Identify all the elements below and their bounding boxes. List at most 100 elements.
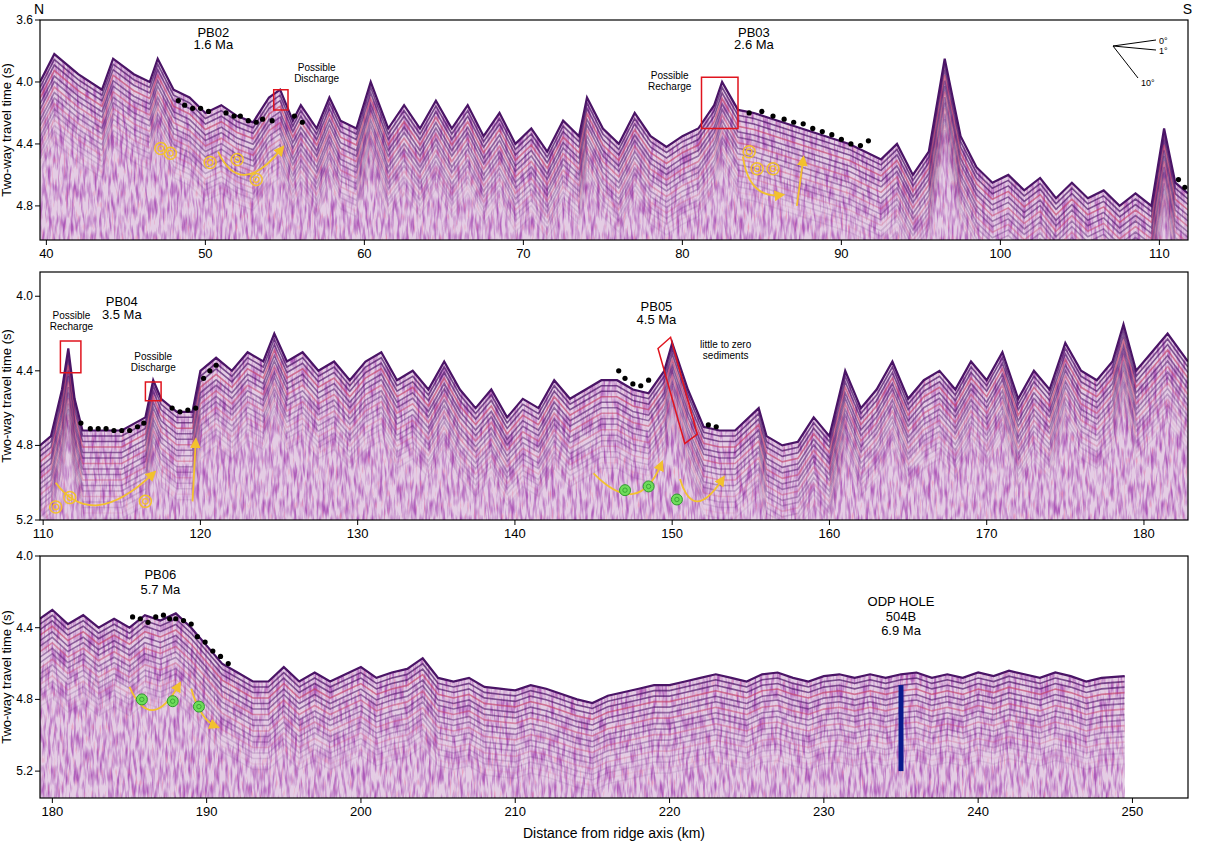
sediment-pick: [829, 132, 834, 137]
flow-arrow: [594, 464, 662, 494]
sediment-pick: [839, 137, 844, 142]
x-tick: [1132, 798, 1133, 803]
flow-marker: [620, 485, 631, 496]
sediment-pick: [770, 113, 775, 118]
sediment-pick: [181, 618, 186, 623]
flow-marker: [136, 694, 147, 705]
reflector: [40, 396, 1188, 517]
seismic-noise: [40, 272, 1188, 520]
plot-frame: [40, 272, 1188, 520]
sediment-pick: [195, 634, 200, 639]
annotation-line: Possible: [53, 310, 91, 321]
reflector: [40, 352, 1188, 473]
x-tick: [360, 798, 361, 803]
sediment-pick: [714, 424, 719, 429]
reflector: [40, 131, 1188, 240]
flow-arrow: [56, 473, 154, 505]
site-label: 5.7 Ma: [140, 582, 181, 597]
x-tick-label: 200: [350, 804, 372, 819]
reflector: [40, 357, 1188, 478]
flow-marker-core: [140, 697, 144, 701]
sediment-pick: [616, 368, 621, 373]
sediment-pick: [848, 141, 853, 146]
plot-frame: [40, 556, 1188, 798]
flow-marker-core: [143, 499, 149, 505]
sediment-pick: [190, 106, 195, 111]
sediment-pick: [203, 639, 208, 644]
x-tick-label: 120: [190, 526, 212, 541]
sediment-pick: [169, 406, 174, 411]
sediment-pick: [161, 613, 166, 618]
annotation-line: Possible: [298, 62, 336, 73]
y-tick-label: 4.0: [16, 549, 33, 563]
x-tick-label: 110: [33, 526, 54, 541]
compass-ray: [1113, 46, 1156, 50]
sediment-pick: [130, 614, 135, 619]
x-tick: [1000, 240, 1001, 245]
flow-marker: [767, 163, 779, 175]
site-label: 6.9 Ma: [881, 623, 922, 638]
sediment-pick: [810, 126, 815, 131]
compass-label: 10°: [1141, 78, 1155, 88]
sediment-pick: [706, 422, 711, 427]
reflector: [40, 142, 1188, 240]
plot-area: [40, 272, 1188, 520]
x-tick: [1159, 240, 1160, 245]
reflector: [40, 379, 1188, 500]
annotation-line: Discharge: [294, 73, 339, 84]
compass-label: 0°: [1159, 36, 1168, 46]
seismic-section: [40, 556, 1188, 798]
x-axis-title: Distance from ridge axis (km): [523, 825, 705, 841]
page: {"chart_data":[ {"type":"line","xlim":[3…: [0, 0, 1205, 852]
sediment-pick: [96, 426, 101, 431]
flow-arrow: [191, 689, 216, 727]
x-tick: [669, 798, 670, 803]
y-axis-title: Two-way travel time (s): [0, 63, 14, 197]
y-tick: [35, 143, 40, 144]
x-tick: [514, 520, 515, 525]
sediment-pick: [630, 381, 635, 386]
sediment-pick: [201, 376, 206, 381]
y-tick-label: 5.2: [16, 513, 33, 527]
reflector: [40, 698, 1125, 791]
sediment-pick: [189, 622, 194, 627]
y-tick: [35, 81, 40, 82]
y-tick-label: 4.4: [16, 137, 33, 151]
annotation: little to zerosediments: [700, 339, 752, 361]
sediment-pick: [185, 407, 190, 412]
flow-marker-core: [770, 166, 776, 172]
x-tick: [978, 798, 979, 803]
x-tick: [682, 240, 683, 245]
sediment-pick: [78, 420, 83, 425]
direction-label: S: [1183, 1, 1192, 17]
sediment-pick: [759, 109, 764, 114]
compass-ray: [1113, 40, 1156, 46]
reflector: [40, 137, 1188, 240]
annotation-line: sediments: [703, 350, 749, 361]
annotation: PossibleDischarge: [131, 351, 176, 373]
reflector: [40, 104, 1188, 240]
flow-marker: [643, 481, 654, 492]
x-tick: [200, 520, 201, 525]
sediment-pick: [260, 117, 265, 122]
sediment-pick: [182, 103, 187, 108]
reflector: [40, 412, 1188, 520]
x-tick: [357, 520, 358, 525]
y-tick: [35, 205, 40, 206]
y-tick: [35, 445, 40, 446]
sediment-pick: [207, 368, 212, 373]
sediment-pick: [638, 383, 643, 388]
flow-marker: [64, 492, 76, 504]
flow-arrow: [193, 442, 196, 502]
y-tick: [35, 520, 40, 521]
flow-marker: [193, 701, 204, 712]
x-tick-label: 130: [347, 526, 369, 541]
sediment-pick: [820, 129, 825, 134]
seismic-section: [40, 20, 1188, 240]
x-tick-label: 160: [819, 526, 841, 541]
site-label: 4.5 Ma: [637, 312, 678, 327]
borehole: [899, 685, 904, 771]
sediment-pick: [141, 420, 146, 425]
x-tick-label: 150: [661, 526, 683, 541]
y-tick: [35, 20, 40, 21]
